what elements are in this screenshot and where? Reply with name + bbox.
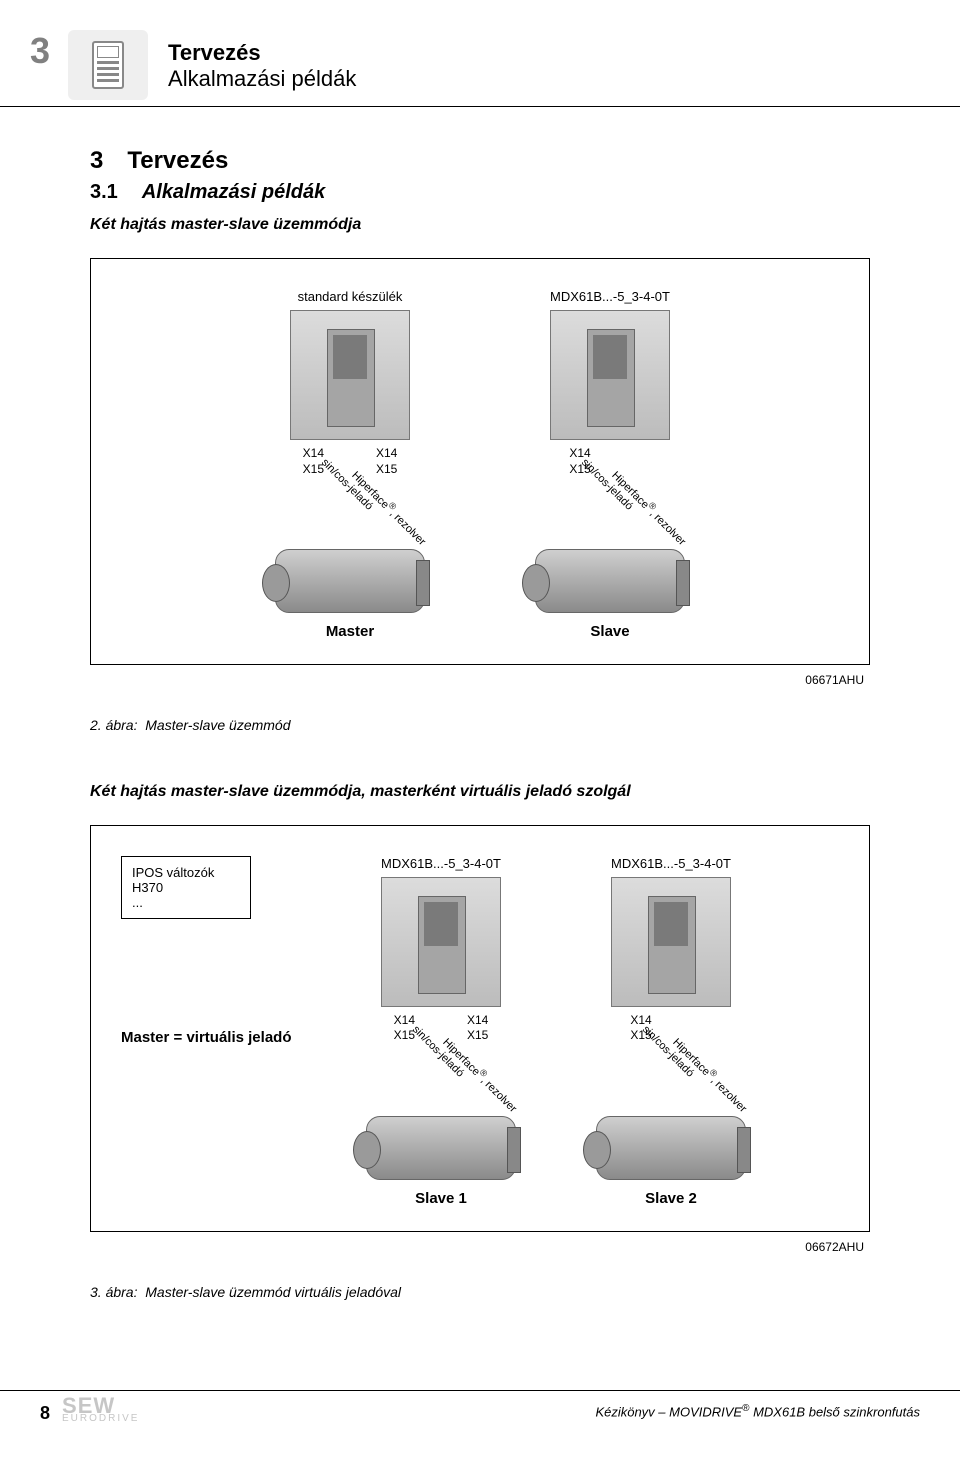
section-title: Tervezés — [127, 147, 228, 175]
figure-2-code: 06672AHU — [90, 1240, 870, 1254]
figure2-heading: Két hajtás master-slave üzemmódja, maste… — [90, 783, 870, 801]
page-header: 3 Tervezés Alkalmazási példák — [0, 0, 960, 107]
header-subtitle: Alkalmazási példák — [168, 66, 356, 92]
subsection-title: Alkalmazási példák — [142, 181, 325, 204]
page-number: 8 — [40, 1403, 50, 1424]
port-x14: X14 — [303, 446, 324, 462]
motor-icon — [596, 1116, 746, 1180]
chapter-number-top: 3 — [30, 30, 50, 72]
drive-icon — [550, 310, 670, 440]
section-number: 3 — [90, 147, 103, 175]
fig1-slave-label: Slave — [510, 623, 710, 640]
drive-icon — [290, 310, 410, 440]
figure-2-frame: IPOS változók H370 ... Master = virtuáli… — [90, 825, 870, 1232]
fig2-slave2-unit: MDX61B...-5_3-4-0T X14 X X15 X Hiperface… — [571, 856, 771, 1207]
fig2-slave2-label: Slave 2 — [571, 1190, 771, 1207]
motor-icon — [275, 549, 425, 613]
port-x14: X14 — [376, 446, 397, 462]
fig2-slave1-unit: MDX61B...-5_3-4-0T X14 X14 X15 X15 Hiper… — [341, 856, 541, 1207]
header-titles: Tervezés Alkalmazási példák — [168, 30, 356, 92]
subsection-heading: 3.1 Alkalmazási példák — [90, 181, 870, 204]
fig2-master-virtual-label: Master = virtuális jeladó — [121, 1029, 311, 1046]
drive-icon — [381, 877, 501, 1007]
fig2-virtual-master-column: IPOS változók H370 ... Master = virtuáli… — [121, 856, 311, 1046]
footer-doc-title: Kézikönyv – MOVIDRIVE® MDX61B belső szin… — [595, 1397, 920, 1419]
fig1-master-label: Master — [250, 623, 450, 640]
sew-logo: SEW EURODRIVE — [62, 1397, 139, 1424]
fig1-master-device-label: standard készülék — [250, 289, 450, 304]
fig1-slave-unit: MDX61B...-5_3-4-0T X14 X X15 X Hiperface… — [510, 289, 710, 640]
calculator-icon — [68, 30, 148, 100]
figure-2-caption: 3. ábra: Master-slave üzemmód virtuális … — [90, 1284, 870, 1300]
fig1-slave-device-label: MDX61B...-5_3-4-0T — [510, 289, 710, 304]
subsection-number: 3.1 — [90, 181, 118, 204]
page-footer: 8 SEW EURODRIVE Kézikönyv – MOVIDRIVE® M… — [0, 1390, 960, 1454]
motor-icon — [535, 549, 685, 613]
figure-1-frame: standard készülék X14 X14 X15 X15 Hiperf… — [90, 258, 870, 665]
drive-icon — [611, 877, 731, 1007]
fig2-slave1-label: Slave 1 — [341, 1190, 541, 1207]
motor-icon — [366, 1116, 516, 1180]
fig2-slave2-device-label: MDX61B...-5_3-4-0T — [571, 856, 771, 871]
ipos-variables-box: IPOS változók H370 ... — [121, 856, 251, 919]
fig2-slave1-device-label: MDX61B...-5_3-4-0T — [341, 856, 541, 871]
header-title: Tervezés — [168, 40, 356, 66]
port-x14: X14 — [394, 1013, 415, 1029]
figure-1-code: 06671AHU — [90, 673, 870, 687]
fig1-master-unit: standard készülék X14 X14 X15 X15 Hiperf… — [250, 289, 450, 640]
page-content: 3 Tervezés 3.1 Alkalmazási példák Két ha… — [0, 107, 960, 1330]
section-heading: 3 Tervezés — [90, 147, 870, 175]
figure-1-caption: 2. ábra: Master-slave üzemmód — [90, 717, 870, 733]
port-x14: X14 — [467, 1013, 488, 1029]
figure1-heading: Két hajtás master-slave üzemmódja — [90, 216, 870, 234]
